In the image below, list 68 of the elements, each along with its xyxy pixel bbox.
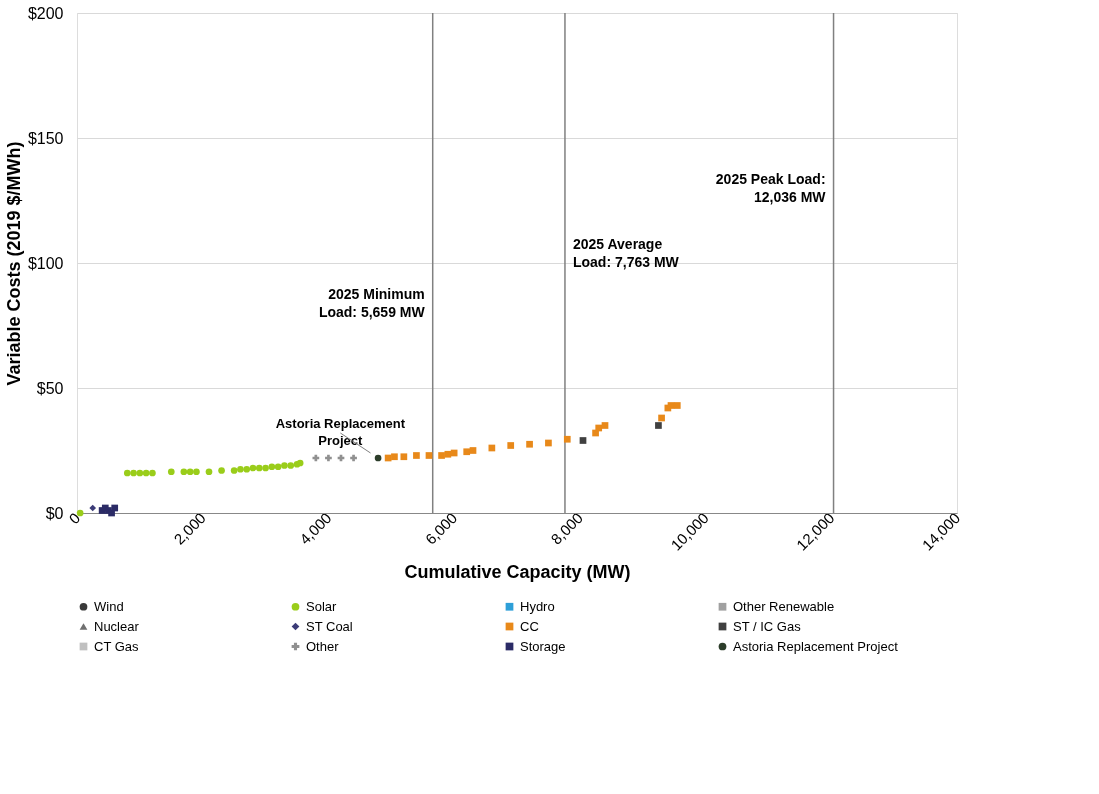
point — [249, 464, 257, 472]
point — [374, 454, 382, 462]
point — [193, 468, 200, 476]
point — [425, 452, 433, 459]
point — [563, 435, 571, 443]
point — [205, 468, 213, 476]
point — [655, 422, 662, 429]
point — [262, 464, 269, 472]
point — [255, 464, 263, 472]
point — [658, 414, 665, 422]
legend-label: Astoria Replacement Project — [733, 638, 899, 654]
x-tick-label: 0 — [65, 509, 84, 528]
point — [123, 469, 131, 477]
legend-label: CT Gas — [94, 638, 140, 654]
legend-label: Wind — [94, 598, 124, 614]
point — [438, 452, 445, 459]
point — [325, 454, 332, 462]
point — [281, 462, 288, 469]
ref-line-label: 2025 Minimum Load: 5,659 MW — [318, 286, 426, 320]
point — [413, 452, 420, 459]
point — [268, 463, 276, 471]
point — [186, 468, 194, 476]
x-axis-title: Cumulative Capacity (MW) — [404, 561, 631, 582]
point — [274, 463, 282, 471]
point — [400, 453, 408, 461]
point — [444, 450, 452, 458]
point — [526, 440, 533, 448]
point — [167, 468, 175, 476]
point — [507, 442, 515, 449]
legend-label: Other Renewable — [733, 598, 835, 614]
point — [180, 468, 188, 476]
legend-label: Other — [306, 638, 340, 654]
point — [89, 504, 97, 512]
point — [111, 504, 119, 512]
point — [130, 469, 137, 477]
point — [243, 465, 251, 473]
point — [287, 462, 295, 469]
legend-label: Nuclear — [94, 618, 140, 634]
y-axis-title: Variable Costs (2019 $/MWh) — [3, 141, 24, 386]
ref-line-label: 2025 Average Load: 7,763 MW — [572, 236, 680, 270]
point — [350, 454, 357, 462]
legend-label: ST / IC Gas — [733, 618, 802, 634]
point — [595, 424, 603, 432]
annotation: Astoria Replacement Project — [275, 416, 406, 448]
legend-label: Storage — [520, 638, 566, 654]
legend-label: CC — [520, 618, 539, 634]
legend-label: ST Coal — [306, 618, 353, 634]
point — [149, 469, 156, 477]
point — [463, 448, 471, 456]
y-tick-label: $0 — [45, 504, 64, 522]
point — [391, 453, 398, 461]
point — [230, 467, 238, 474]
point — [218, 467, 225, 474]
point — [469, 447, 477, 454]
point — [579, 437, 587, 444]
y-tick-label: $200 — [27, 4, 64, 22]
y-tick-label: $150 — [27, 129, 64, 147]
legend-label: Solar — [306, 598, 338, 614]
ref-line-label: 2025 Peak Load: 12,036 MW — [715, 171, 827, 205]
point — [136, 469, 144, 477]
point — [601, 422, 609, 429]
point — [545, 439, 552, 447]
point — [673, 402, 681, 409]
point — [237, 465, 244, 473]
y-tick-label: $100 — [27, 254, 64, 272]
point — [142, 469, 150, 477]
y-tick-label: $50 — [36, 379, 64, 397]
legend-label: Hydro — [520, 598, 555, 614]
